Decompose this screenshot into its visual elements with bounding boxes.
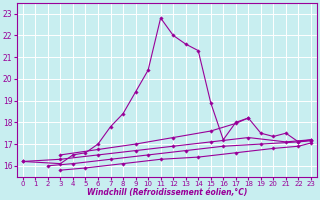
X-axis label: Windchill (Refroidissement éolien,°C): Windchill (Refroidissement éolien,°C) (87, 188, 247, 197)
